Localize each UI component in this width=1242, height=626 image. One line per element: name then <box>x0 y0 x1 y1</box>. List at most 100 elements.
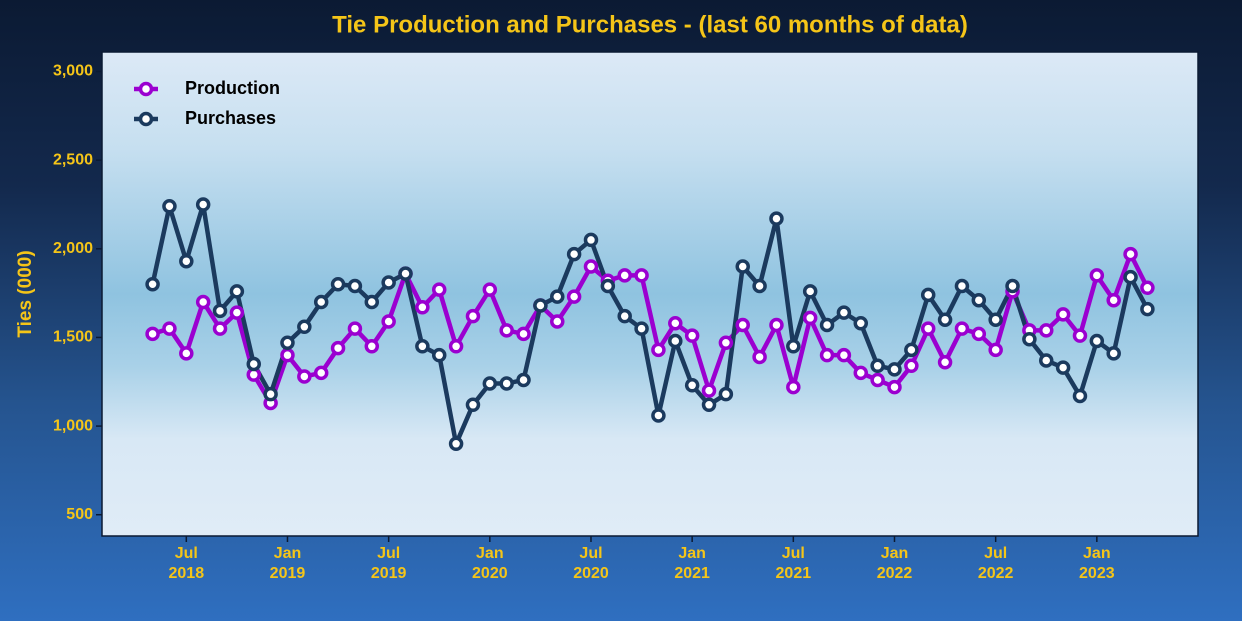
point <box>347 278 363 294</box>
point <box>280 335 295 351</box>
point <box>280 347 295 363</box>
x-tick-label: Jan 2020 <box>472 545 508 582</box>
x-tick-label: Jan 2021 <box>674 545 710 582</box>
x-tick-label: Jan 2023 <box>1079 545 1115 582</box>
point <box>853 365 869 381</box>
point <box>684 378 700 393</box>
point <box>499 323 514 338</box>
point <box>1089 268 1105 283</box>
point <box>684 328 700 343</box>
point <box>904 342 919 358</box>
point <box>195 294 211 310</box>
point <box>448 436 464 452</box>
point <box>1005 278 1020 294</box>
point <box>971 326 987 342</box>
point <box>583 232 599 248</box>
point <box>904 358 919 374</box>
point <box>550 289 565 304</box>
y-tick-label: 3,000 <box>53 63 93 80</box>
y-tick-label: 500 <box>66 506 93 523</box>
point <box>533 298 548 313</box>
legend-marker <box>138 111 154 127</box>
x-tick-label: Jul 2018 <box>169 545 205 582</box>
point <box>1089 333 1105 349</box>
point <box>1055 307 1071 322</box>
x-tick-label: Jul 2020 <box>573 545 609 582</box>
point <box>431 282 447 297</box>
point <box>330 340 346 356</box>
point <box>1140 301 1155 317</box>
point <box>364 339 380 354</box>
point <box>1038 323 1054 338</box>
y-tick-label: 1,500 <box>53 329 93 346</box>
point <box>583 259 599 274</box>
point <box>1072 328 1088 343</box>
point <box>1123 269 1138 285</box>
point <box>870 372 885 388</box>
point <box>1038 353 1054 368</box>
point <box>853 316 869 331</box>
point <box>381 314 396 329</box>
point <box>971 292 987 308</box>
point <box>988 342 1003 358</box>
point <box>465 397 481 413</box>
point <box>297 319 312 335</box>
x-tick-label: Jul 2021 <box>776 545 812 582</box>
point <box>786 379 801 395</box>
point <box>162 198 177 214</box>
point <box>330 276 346 292</box>
point <box>937 312 953 327</box>
x-tick-label: Jul 2019 <box>371 545 407 582</box>
point <box>179 346 194 361</box>
point <box>566 246 582 262</box>
point <box>313 294 329 310</box>
point <box>263 386 278 402</box>
point <box>1022 331 1037 347</box>
point <box>819 317 835 333</box>
point <box>162 321 177 336</box>
point <box>516 326 531 342</box>
point <box>870 358 885 374</box>
point <box>347 321 363 336</box>
point <box>769 317 784 333</box>
point <box>954 321 970 336</box>
y-tick-label: 2,000 <box>53 240 93 257</box>
point <box>634 268 649 283</box>
point <box>465 308 481 324</box>
point <box>566 289 582 304</box>
point <box>415 300 430 315</box>
point <box>617 268 632 283</box>
point <box>398 266 413 281</box>
point <box>920 287 936 303</box>
point <box>212 321 228 336</box>
point <box>381 275 396 290</box>
point <box>887 362 902 377</box>
point <box>701 397 717 413</box>
point <box>752 278 767 294</box>
point <box>212 303 228 319</box>
point <box>718 335 734 351</box>
point <box>246 356 262 372</box>
point <box>651 408 666 423</box>
point <box>145 276 160 292</box>
point <box>937 355 953 370</box>
point <box>819 347 835 363</box>
chart-title: Tie Production and Purchases - (last 60 … <box>332 11 968 38</box>
point <box>179 253 194 269</box>
point <box>735 259 750 274</box>
point <box>634 321 649 336</box>
point <box>448 339 464 354</box>
point <box>1140 280 1155 296</box>
point <box>920 321 936 336</box>
point <box>836 347 852 363</box>
point <box>701 383 717 398</box>
legend-label: Production <box>185 78 280 98</box>
point <box>802 310 818 326</box>
point <box>617 308 632 324</box>
point <box>752 349 767 365</box>
point <box>1072 388 1088 404</box>
point <box>802 284 818 299</box>
legend-label: Purchases <box>185 108 276 128</box>
point <box>1123 246 1138 262</box>
